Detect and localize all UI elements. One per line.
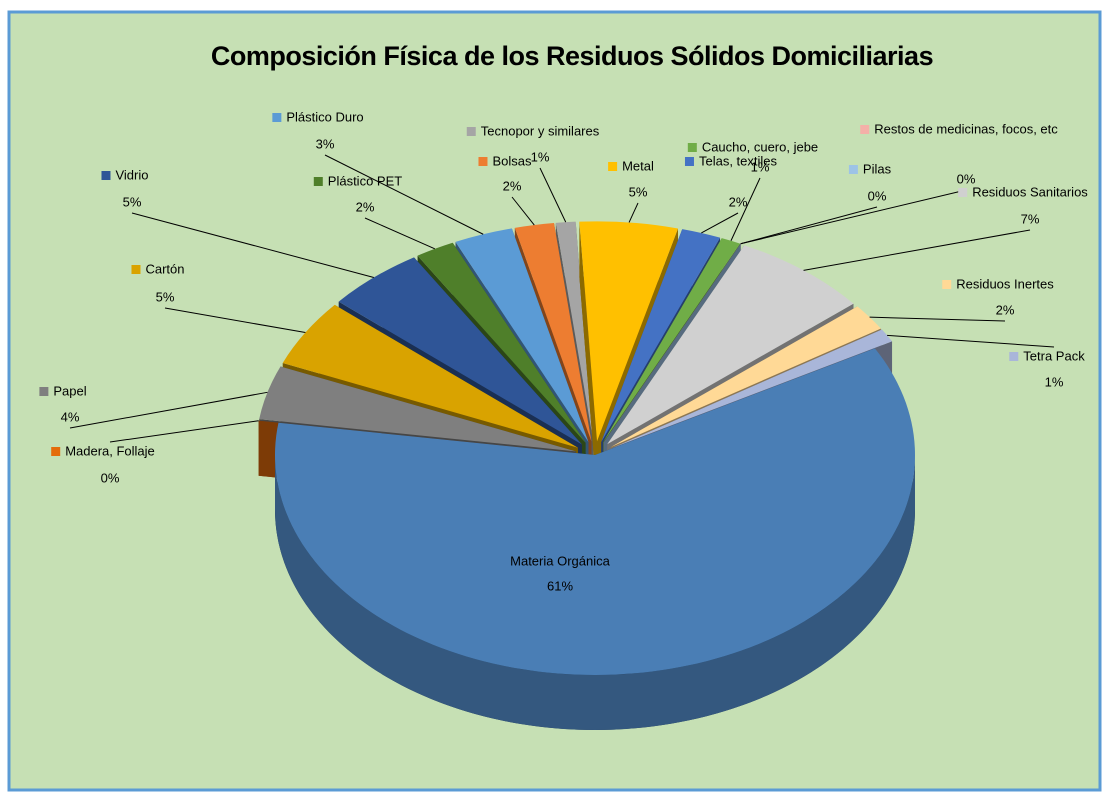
slice: [282, 304, 578, 448]
leader-line: [730, 177, 761, 241]
legend-key: [313, 177, 323, 186]
category-label: Caucho, cuero, jebe: [702, 139, 818, 154]
leader-line: [803, 229, 1031, 271]
slice: [607, 245, 854, 445]
legend-key: [131, 265, 141, 274]
legend-key: [860, 125, 870, 134]
value-label: 5%: [629, 184, 648, 199]
leader-line: [324, 154, 484, 235]
value-label: 3%: [316, 136, 335, 151]
leader-line: [364, 217, 436, 250]
slice: [611, 306, 881, 447]
slice: [259, 366, 576, 452]
category-label: Materia Orgánica: [510, 553, 610, 568]
legend-key: [466, 127, 476, 136]
category-label: Residuos Sanitarios: [972, 184, 1088, 199]
value-label: 1%: [531, 149, 550, 164]
slice: [579, 221, 679, 442]
leader-line: [740, 189, 967, 245]
legend-key: [272, 113, 282, 122]
legend-key: [51, 447, 61, 456]
slice: [455, 228, 589, 443]
value-label: 1%: [1045, 374, 1064, 389]
legend-key: [848, 165, 858, 174]
value-label: 4%: [61, 409, 80, 424]
leader-line: [740, 206, 878, 245]
category-label: Papel: [53, 383, 86, 398]
legend-key: [684, 157, 694, 166]
category-label: Tecnopor y similares: [481, 123, 600, 138]
value-label: 0%: [868, 188, 887, 203]
slice: [555, 221, 594, 442]
legend-key: [687, 143, 697, 152]
category-label: Metal: [622, 158, 654, 173]
value-label: 61%: [547, 578, 573, 593]
value-label: 7%: [1021, 211, 1040, 226]
value-label: 2%: [503, 178, 522, 193]
leader-line: [131, 212, 374, 278]
leader-line: [628, 202, 639, 223]
slice-radial-wall: [579, 221, 598, 497]
category-label: Pilas: [863, 161, 892, 176]
category-label: Tetra Pack: [1023, 348, 1085, 363]
category-label: Plástico PET: [328, 173, 402, 188]
slice: [417, 242, 586, 443]
leader-line: [869, 316, 1006, 322]
value-label: 5%: [156, 289, 175, 304]
slice: [275, 348, 916, 676]
chart-title: Composición Física de los Residuos Sólid…: [211, 41, 933, 71]
legend-key: [958, 188, 968, 197]
value-label: 2%: [996, 302, 1015, 317]
slice: [602, 238, 741, 443]
category-label: Vidrio: [115, 167, 148, 182]
slice-group: [275, 348, 916, 731]
leader-line: [511, 196, 535, 226]
category-label: Plástico Duro: [286, 109, 363, 124]
value-label: 0%: [957, 171, 976, 186]
legend-key: [478, 157, 488, 166]
slice: [514, 222, 592, 442]
leader-line: [539, 167, 567, 223]
slice-side: [275, 455, 915, 730]
category-label: Telas, textiles: [699, 153, 778, 168]
legend-key: [101, 171, 111, 180]
value-label: 2%: [729, 194, 748, 209]
legend-key: [942, 280, 952, 289]
value-label: 1%: [751, 159, 770, 174]
leader-line: [164, 307, 306, 334]
slice: [601, 229, 721, 442]
legend-key: [608, 162, 618, 171]
leader-line: [69, 391, 268, 429]
category-label: Bolsas: [492, 153, 532, 168]
category-label: Residuos Inertes: [956, 276, 1054, 291]
category-label: Cartón: [145, 261, 184, 276]
category-label: Madera, Follaje: [65, 443, 155, 458]
slice: [612, 329, 893, 448]
leader-line: [701, 212, 739, 234]
category-label: Restos de medicinas, focos, etc: [874, 121, 1058, 136]
leader-line: [109, 420, 259, 443]
value-label: 5%: [123, 194, 142, 209]
leader-line: [887, 334, 1055, 348]
legend-key: [1009, 352, 1019, 361]
value-label: 0%: [101, 470, 120, 485]
slice: [338, 257, 582, 445]
value-label: 2%: [356, 199, 375, 214]
legend-key: [39, 387, 49, 396]
